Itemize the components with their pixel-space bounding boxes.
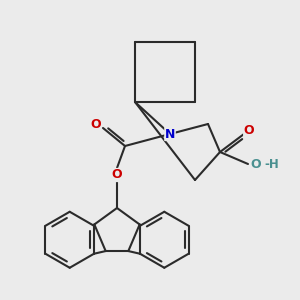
Text: O: O <box>244 124 254 136</box>
Text: -H: -H <box>264 158 279 172</box>
Text: O: O <box>112 169 122 182</box>
Text: O: O <box>251 158 261 172</box>
Text: N: N <box>165 128 175 140</box>
Text: O: O <box>91 118 101 131</box>
